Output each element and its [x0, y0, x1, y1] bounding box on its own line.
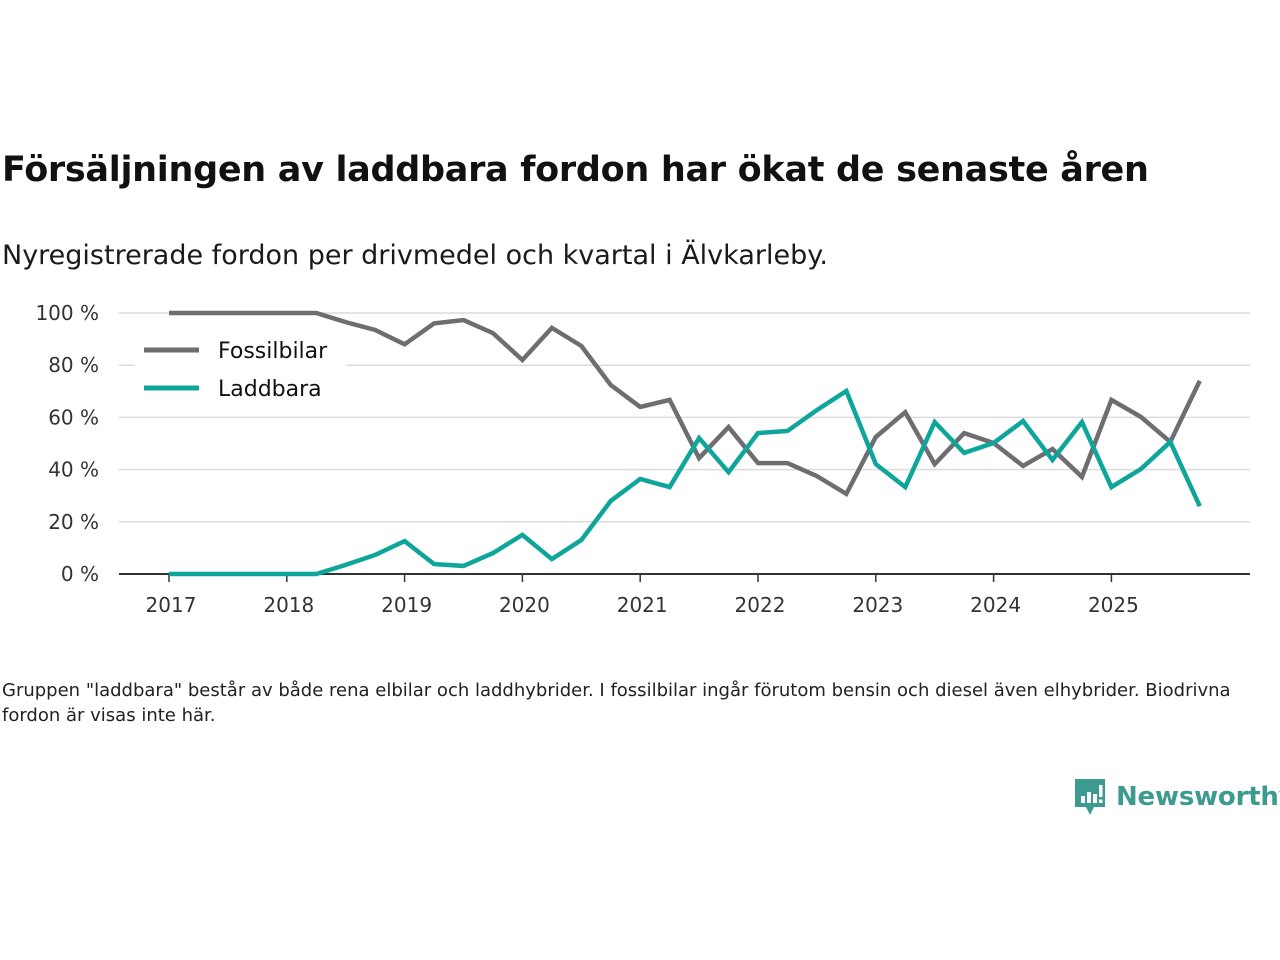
x-tick-label: 2023 — [852, 593, 903, 617]
legend-label-fossilbilar: Fossilbilar — [218, 339, 328, 364]
series-line-fossilbilar — [169, 310, 1202, 498]
x-tick-label: 2025 — [1088, 593, 1139, 617]
newsworthy-logo-text: Newsworthy — [1116, 782, 1280, 812]
x-tick-label: 2017 — [146, 593, 197, 617]
x-tick-label: 2018 — [263, 593, 314, 617]
y-tick-label: 100 % — [35, 301, 99, 325]
y-tick-label: 80 % — [48, 353, 99, 377]
x-tick-label: 2024 — [970, 593, 1021, 617]
y-tick-label: 40 % — [48, 458, 99, 482]
series-line-laddbara — [169, 387, 1202, 577]
chart-subtitle: Nyregistrerade fordon per drivmedel och … — [2, 240, 828, 271]
footnote: Gruppen "laddbara" består av både rena e… — [2, 680, 1231, 726]
x-axis: 2017 2018 2019 2020 2021 2022 2023 2024 2025 — [119, 573, 1250, 617]
legend: Fossilbilar Laddbara — [135, 330, 347, 412]
x-tick-label: 2019 — [381, 593, 432, 617]
y-axis-ticks: 0 % 20 % 40 % 60 % 80 % 100 % — [35, 301, 99, 586]
newsworthy-logo-icon — [1075, 779, 1105, 815]
line-chart: 0 % 20 % 40 % 60 % 80 % 100 % 2017 2018 2019 202… — [35, 301, 1250, 617]
legend-background — [135, 330, 347, 412]
x-tick-label: 2020 — [499, 593, 550, 617]
y-tick-label: 60 % — [48, 405, 99, 429]
x-tick-label: 2022 — [735, 593, 786, 617]
y-tick-label: 0 % — [61, 562, 99, 586]
legend-label-laddbara: Laddbara — [218, 377, 322, 402]
x-tick-label: 2021 — [617, 593, 668, 617]
y-tick-label: 20 % — [48, 510, 99, 534]
series-lines — [169, 310, 1202, 577]
chart-title: Försäljningen av laddbara fordon har öka… — [2, 150, 1149, 190]
newsworthy-logo: Newsworthy — [1073, 777, 1280, 817]
